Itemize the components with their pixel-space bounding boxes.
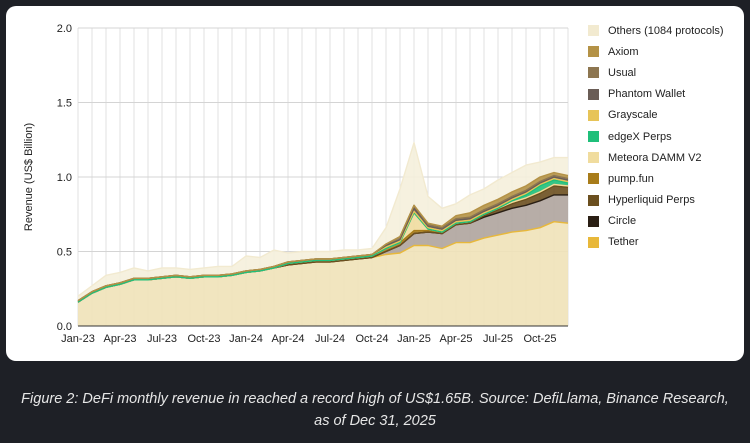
x-tick-label: Oct-23 (187, 333, 220, 345)
y-axis-label: Revenue (US$ Billion) (23, 123, 35, 231)
y-tick-label: 1.5 (57, 98, 72, 110)
legend-label: pump.fun (608, 172, 654, 185)
legend-item: Grayscale (588, 105, 744, 126)
legend-swatch (588, 46, 599, 58)
legend-swatch (588, 67, 599, 79)
legend-swatch (588, 215, 599, 227)
x-tick-label: Oct-24 (355, 333, 388, 345)
legend-label: Axiom (608, 45, 639, 58)
legend-item: Usual (588, 62, 744, 83)
chart-card: 0.0 0.5 1.0 1.5 2.0 Jan-23 Apr-23 Jul-23 Oct-23 J… (6, 6, 744, 361)
x-tick-label: Oct-25 (523, 333, 556, 345)
x-tick-label: Jul-23 (147, 333, 177, 345)
line-axiom (77, 171, 569, 302)
y-tick-label: 1.0 (57, 172, 72, 184)
legend-swatch (588, 25, 599, 37)
legend-label: Tether (608, 236, 639, 249)
legend-label: Others (1084 protocols) (608, 24, 724, 37)
legend-swatch (588, 194, 599, 206)
legend-item: pump.fun (588, 168, 744, 189)
x-tick-label: Apr-24 (271, 333, 304, 345)
legend-item: Others (1084 protocols) (588, 20, 744, 41)
x-tick-label: Jul-24 (315, 333, 345, 345)
legend-item: edgeX Perps (588, 126, 744, 147)
legend-item: Circle (588, 211, 744, 232)
x-tick-label: Apr-25 (439, 333, 472, 345)
legend-swatch (588, 236, 599, 248)
legend-swatch (588, 109, 599, 121)
legend-swatch (588, 152, 599, 164)
legend-item: Axiom (588, 41, 744, 62)
legend-swatch (588, 88, 599, 100)
x-tick-label: Jan-23 (61, 333, 95, 345)
legend-swatch (588, 173, 599, 185)
legend-label: Hyperliquid Perps (608, 194, 695, 207)
line-edgex-perps (77, 179, 569, 303)
chart-legend: Others (1084 protocols) Axiom Usual Phantom… (588, 20, 744, 253)
x-tick-label: Jan-25 (397, 333, 431, 345)
x-tick-label: Jul-25 (483, 333, 513, 345)
line-others-1084-protocols- (77, 142, 568, 297)
x-tick-label: Jan-24 (229, 333, 263, 345)
legend-item: Tether (588, 232, 744, 253)
x-tick-label: Apr-23 (103, 333, 136, 345)
legend-item: Phantom Wallet (588, 84, 744, 105)
stacked-area-chart: 0.0 0.5 1.0 1.5 2.0 Jan-23 Apr-23 Jul-23 Oct-23 J… (23, 23, 569, 345)
figure-caption: Figure 2: DeFi monthly revenue in reache… (21, 391, 729, 429)
y-tick-label: 0.0 (57, 321, 72, 333)
legend-label: Meteora DAMM V2 (608, 151, 702, 164)
legend-label: Usual (608, 66, 637, 79)
legend-label: edgeX Perps (608, 130, 672, 143)
legend-label: Circle (608, 215, 637, 228)
legend-item: Meteora DAMM V2 (588, 147, 744, 168)
legend-label: Grayscale (608, 109, 658, 122)
y-tick-label: 0.5 (57, 247, 72, 259)
legend-item: Hyperliquid Perps (588, 190, 744, 211)
y-tick-label: 2.0 (57, 23, 72, 35)
legend-swatch (588, 131, 599, 143)
legend-label: Phantom Wallet (608, 88, 686, 101)
